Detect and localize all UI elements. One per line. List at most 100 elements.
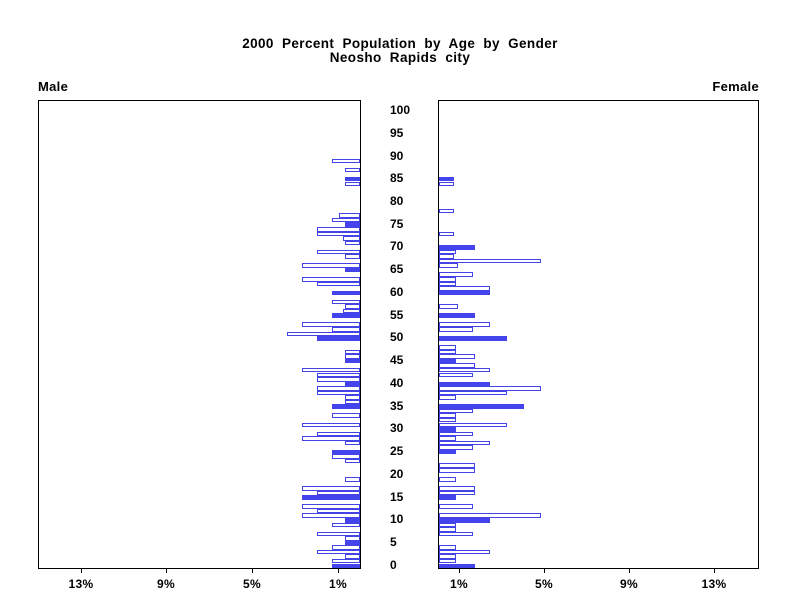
male-bar-age-11 — [302, 513, 360, 518]
female-bar-age-19 — [439, 477, 456, 482]
male-bar-age-77 — [339, 213, 360, 218]
female-bar-age-31 — [439, 422, 507, 428]
female-bar-age-50 — [439, 336, 507, 341]
male-bar-age-52 — [332, 327, 360, 332]
male-bar-age-75 — [345, 222, 360, 227]
female-bar-age-40 — [439, 381, 490, 387]
female-bar-age-10 — [439, 518, 490, 523]
female-bar-age-53 — [439, 322, 490, 327]
female-bar-age-33 — [439, 413, 456, 418]
male-bar-age-69 — [317, 249, 360, 255]
female-bar-age-3 — [439, 549, 490, 555]
female-bar-age-1 — [439, 558, 456, 564]
male-bar-age-62 — [317, 281, 360, 287]
male-bar-age-5 — [345, 540, 360, 546]
female-bar-age-30 — [439, 427, 456, 432]
percent-tick — [338, 568, 339, 573]
percent-tick-label-1%: 1% — [329, 577, 347, 591]
male-bar-age-46 — [345, 354, 360, 359]
female-bar-age-25 — [439, 449, 456, 455]
female-bar-age-38 — [439, 390, 507, 396]
male-bar-age-4 — [332, 545, 360, 550]
female-bar-age-21 — [439, 468, 475, 473]
male-bar-age-56 — [343, 308, 360, 314]
male-bar-age-13 — [302, 504, 360, 509]
percent-tick-label-5%: 5% — [535, 577, 553, 591]
male-bar-age-33 — [332, 413, 360, 418]
percent-tick — [459, 568, 460, 573]
male-bar-age-35 — [332, 404, 360, 409]
percent-tick — [629, 568, 630, 573]
female-bar-age-27 — [439, 440, 490, 446]
age-tick-label-100: 100 — [390, 103, 411, 117]
female-bar-age-34 — [439, 408, 473, 414]
female-bar-age-78 — [439, 208, 454, 214]
age-tick-label-20: 20 — [390, 466, 404, 481]
female-bar-age-13 — [439, 504, 473, 509]
male-bar-age-58 — [332, 299, 360, 305]
female-bar-age-15 — [439, 495, 456, 500]
female-bar-age-73 — [439, 231, 454, 237]
male-bar-age-60 — [332, 290, 360, 296]
female-bar-age-0 — [439, 563, 475, 569]
male-bar-age-50 — [317, 336, 360, 341]
age-tick-label-45: 45 — [390, 353, 404, 368]
age-tick-label-50: 50 — [390, 330, 404, 345]
male-bar-age-28 — [302, 436, 360, 441]
male-bar-age-65 — [345, 267, 360, 273]
female-bar-age-55 — [439, 313, 475, 318]
male-bar-age-37 — [345, 395, 360, 400]
age-tick-label-90: 90 — [390, 148, 404, 163]
chart-subtitle: Neosho Rapids city — [329, 50, 471, 65]
age-tick-label-10: 10 — [390, 512, 404, 527]
percent-tick — [81, 568, 82, 573]
age-tick-label-55: 55 — [390, 307, 404, 322]
male-bar-age-45 — [345, 358, 360, 364]
male-bar-age-57 — [345, 304, 360, 309]
female-bar-age-29 — [439, 431, 473, 437]
male-bar-age-9 — [332, 522, 360, 528]
female-bar-age-64 — [439, 272, 473, 277]
female-bar-age-46 — [439, 354, 475, 359]
percent-tick-label-9%: 9% — [620, 577, 638, 591]
female-bar-age-66 — [439, 263, 458, 268]
age-tick-label-95: 95 — [390, 125, 404, 140]
percent-tick-label-1%: 1% — [450, 577, 468, 591]
age-tick-label-75: 75 — [390, 216, 404, 231]
female-bar-age-52 — [439, 327, 473, 332]
male-bar-age-71 — [345, 240, 360, 246]
percent-tick — [252, 568, 253, 573]
male-bar-age-24 — [332, 454, 360, 459]
age-tick-label-30: 30 — [390, 421, 404, 436]
age-tick-label-65: 65 — [390, 262, 404, 277]
female-bar-age-8 — [439, 527, 456, 532]
percent-tick — [544, 568, 545, 573]
female-bar-age-4 — [439, 545, 456, 550]
male-bar-age-39 — [317, 386, 360, 391]
male-bar-age-3 — [317, 549, 360, 555]
female-bar-age-32 — [439, 417, 456, 423]
female-bar-age-42 — [439, 372, 473, 378]
female-bar-age-22 — [439, 463, 475, 468]
age-tick-label-60: 60 — [390, 284, 404, 299]
female-bar-age-57 — [439, 304, 458, 309]
male-bar-age-29 — [317, 431, 360, 437]
male-bar-age-16 — [317, 490, 360, 496]
female-bar-age-47 — [439, 349, 456, 355]
female-bar-age-44 — [439, 363, 475, 368]
male-bar-age-76 — [332, 217, 360, 223]
male-bar-age-63 — [302, 277, 360, 282]
percent-tick-label-5%: 5% — [243, 577, 261, 591]
male-bar-age-15 — [302, 495, 360, 500]
male-bar-age-27 — [345, 440, 360, 446]
male-bar-age-40 — [345, 381, 360, 387]
male-bar-age-72 — [343, 236, 360, 241]
percent-tick — [714, 568, 715, 573]
age-tick-label-35: 35 — [390, 398, 404, 413]
female-bar-age-39 — [439, 386, 541, 391]
age-tick-label-5: 5 — [390, 535, 397, 549]
male-bar-age-17 — [302, 486, 360, 491]
female-bar-age-7 — [439, 531, 473, 537]
female-bar-age-62 — [439, 281, 456, 287]
